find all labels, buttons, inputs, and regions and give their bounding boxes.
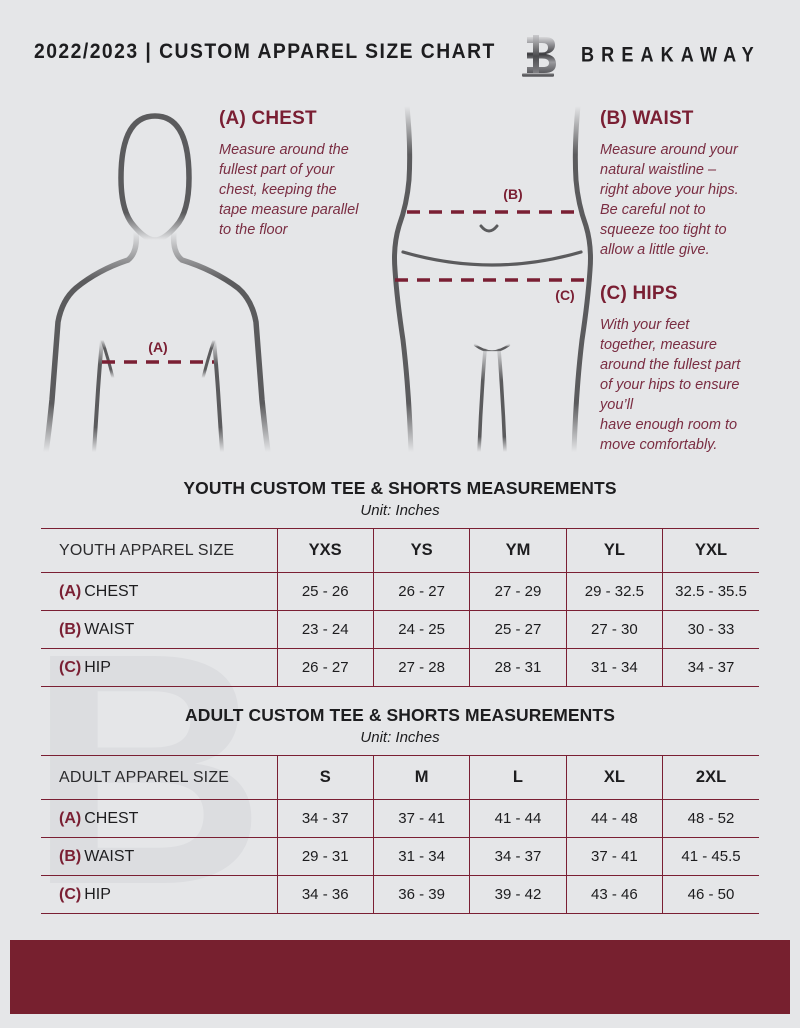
adult-waist-xl: 37 - 41 [565,837,663,876]
adult-row-label-hip: (C) HIP [41,875,277,914]
adult-size-l: L [469,755,567,800]
youth-row-label-waist: (B) WAIST [41,610,277,649]
youth-size-yxs: YXS [276,528,374,573]
youth-section-unit: Unit: Inches [360,502,440,519]
row-name-hip: HIP [84,885,111,903]
adult-row-label-waist: (B) WAIST [41,837,277,876]
adult-waist-m: 31 - 34 [372,837,470,876]
table-row: (B) WAIST 29 - 31 31 - 34 34 - 37 37 - 41… [41,837,759,876]
brand-block: BREAKAWAY [519,33,770,79]
youth-hip-yxl: 34 - 37 [662,648,759,687]
lower-body-diagram: (B) (C) [392,103,593,455]
adult-hip-l: 39 - 42 [469,875,567,914]
adult-chest-2xl: 48 - 52 [662,799,759,838]
upper-body-diagram: (A) [43,113,271,455]
youth-chest-yxl: 32.5 - 35.5 [662,572,759,611]
page-header: 2022/2023 | CUSTOM APPAREL SIZE CHART [0,0,800,96]
row-name-chest: CHEST [84,809,139,827]
adult-hip-m: 36 - 39 [372,875,470,914]
youth-chest-yl: 29 - 32.5 [565,572,663,611]
callout-chest-body: Measure around the fullest part of your … [219,142,359,238]
adult-section-title: ADULT CUSTOM TEE & SHORTS MEASUREMENTS [185,705,615,725]
youth-size-yxl: YXL [662,528,759,573]
adult-waist-s: 29 - 31 [276,837,374,876]
chest-measure-label: (A) [148,339,167,355]
adult-chest-l: 41 - 44 [469,799,567,838]
row-tag-a: (A) [59,582,82,600]
footer-bar [10,940,790,1014]
youth-size-ys: YS [372,528,470,573]
row-name-hip: HIP [84,658,111,676]
adult-size-s: S [276,755,374,800]
table-row: (C) HIP 26 - 27 27 - 28 28 - 31 31 - 34 3… [41,648,759,687]
youth-header-label: YOUTH APPAREL SIZE [41,528,277,573]
adult-hip-2xl: 46 - 50 [662,875,759,914]
youth-waist-ym: 25 - 27 [469,610,567,649]
row-tag-c: (C) [59,885,82,903]
adult-waist-l: 34 - 37 [469,837,567,876]
adult-header-label: ADULT APPAREL SIZE [41,755,277,800]
adult-size-m: M [372,755,470,800]
adult-chest-s: 34 - 37 [276,799,374,838]
callout-hips: (C) HIPS With your feet together, measur… [600,283,785,455]
youth-hip-yxs: 26 - 27 [276,648,374,687]
youth-waist-yxl: 30 - 33 [662,610,759,649]
youth-hip-yl: 31 - 34 [565,648,663,687]
youth-waist-yl: 27 - 30 [565,610,663,649]
page-title: 2022/2023 | CUSTOM APPAREL SIZE CHART [34,40,496,63]
adult-table-header-row: ADULT APPAREL SIZE S M L XL 2XL [41,755,759,800]
table-row: (B) WAIST 23 - 24 24 - 25 25 - 27 27 - 30… [41,610,759,649]
adult-row-label-chest: (A) CHEST [41,799,277,838]
row-tag-b: (B) [59,620,82,638]
callout-hips-title: (C) HIPS [600,283,678,304]
youth-table-header-row: YOUTH APPAREL SIZE YXS YS YM YL YXL [41,528,759,573]
youth-hip-ym: 28 - 31 [469,648,567,687]
youth-row-label-hip: (C) HIP [41,648,277,687]
breakaway-b-logo-icon [521,35,556,77]
adult-size-xl: XL [565,755,663,800]
adult-chest-m: 37 - 41 [372,799,470,838]
youth-row-label-chest: (A) CHEST [41,572,277,611]
callout-hips-body: With your feet together, measure around … [600,317,741,453]
table-row: (A) CHEST 34 - 37 37 - 41 41 - 44 44 - 48… [41,799,759,838]
youth-size-ym: YM [469,528,567,573]
youth-hip-ys: 27 - 28 [372,648,470,687]
youth-waist-yxs: 23 - 24 [276,610,374,649]
callout-waist-title: (B) WAIST [600,108,694,129]
row-tag-b: (B) [59,847,82,865]
brand-wordmark: BREAKAWAY [580,43,761,68]
youth-section-title: YOUTH CUSTOM TEE & SHORTS MEASUREMENTS [183,478,617,498]
row-name-waist: WAIST [84,620,135,638]
youth-section: YOUTH CUSTOM TEE & SHORTS MEASUREMENTS U… [0,478,800,687]
table-row: (C) HIP 34 - 36 36 - 39 39 - 42 43 - 46 4… [41,875,759,914]
row-tag-c: (C) [59,658,82,676]
row-name-waist: WAIST [84,847,135,865]
adult-waist-2xl: 41 - 45.5 [662,837,759,876]
adult-size-table: ADULT APPAREL SIZE S M L XL 2XL (A) CHEST… [41,755,759,914]
youth-size-yl: YL [565,528,663,573]
callout-chest-title: (A) CHEST [219,108,317,129]
youth-waist-ys: 24 - 25 [372,610,470,649]
adult-section: ADULT CUSTOM TEE & SHORTS MEASUREMENTS U… [0,705,800,914]
adult-size-2xl: 2XL [662,755,759,800]
row-tag-a: (A) [59,809,82,827]
youth-size-table: YOUTH APPAREL SIZE YXS YS YM YL YXL (A) C… [41,528,759,687]
callout-chest: (A) CHEST Measure around the fullest par… [219,108,394,240]
callout-waist: (B) WAIST Measure around your natural wa… [600,108,780,260]
adult-section-unit: Unit: Inches [360,729,440,746]
hip-measure-label: (C) [555,287,574,303]
youth-chest-ys: 26 - 27 [372,572,470,611]
youth-chest-ym: 27 - 29 [469,572,567,611]
waist-measure-label: (B) [503,186,522,202]
youth-chest-yxs: 25 - 26 [276,572,374,611]
callout-waist-body: Measure around your natural waistline – … [600,142,739,258]
adult-chest-xl: 44 - 48 [565,799,663,838]
row-name-chest: CHEST [84,582,139,600]
adult-hip-s: 34 - 36 [276,875,374,914]
adult-hip-xl: 43 - 46 [565,875,663,914]
table-row: (A) CHEST 25 - 26 26 - 27 27 - 29 29 - 32… [41,572,759,611]
